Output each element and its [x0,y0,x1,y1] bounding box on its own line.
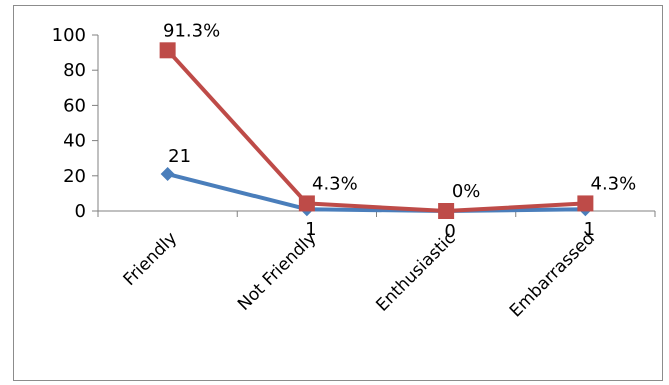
y-tick-label: 60 [63,95,86,116]
series-2-data-label: 91.3% [163,20,220,41]
series-2-point [298,195,315,212]
y-tick-label: 100 [52,25,86,46]
series-2-point [438,203,455,219]
series-2-line [166,48,586,213]
series-1-data-label: 21 [168,146,191,167]
x-tick-label: Embarrassed [506,228,599,321]
series-2-data-label: 4.3% [591,173,637,194]
x-tick-label: Not Friendly [234,228,320,314]
series-1-line [167,172,586,213]
x-tick-label: Friendly [120,228,182,290]
y-tick-label: 20 [63,166,86,187]
series-2-point [577,195,594,212]
chart-frame [13,5,663,381]
series-1-data-label: 1 [584,219,595,240]
series-2-data-label: 0% [452,181,481,202]
series-1-point [160,167,175,182]
series-1-data-label: 0 [444,221,455,242]
y-tick-label: 80 [63,60,86,81]
y-tick-label: 0 [75,201,86,222]
series-2-point [159,42,176,59]
y-tick-label: 40 [63,131,86,152]
series-1-data-label: 1 [305,219,316,240]
series-2-data-label: 4.3% [312,173,358,194]
